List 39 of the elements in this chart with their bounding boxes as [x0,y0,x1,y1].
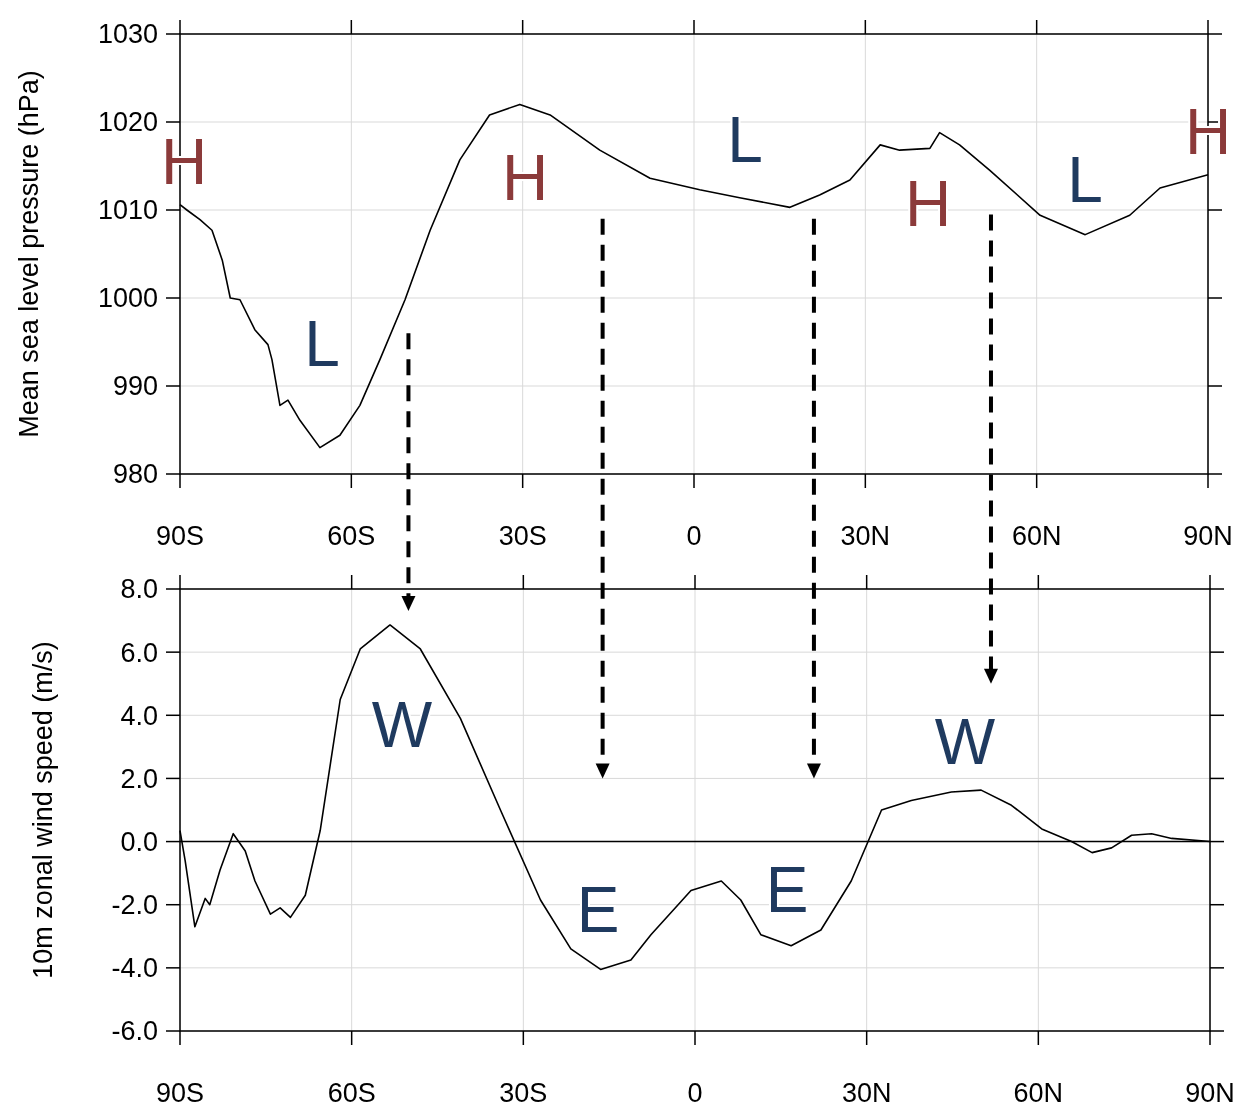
y-tick-label: 1020 [97,107,158,138]
annotation: W [934,706,996,779]
annotation: H [904,168,952,241]
y-tick-label: 6.0 [120,637,158,668]
x-tick-label: 60N [1013,1078,1064,1107]
x-tick-label: 0 [686,521,702,551]
x-tick-label: 60S [327,1078,376,1107]
x-tick-label: 30N [840,521,891,551]
y-tick-label: 1000 [97,283,158,314]
x-tick-label: 90S [155,521,205,551]
y-tick-label: 2.0 [120,763,158,794]
x-tick-label: 30S [498,521,547,551]
x-tick-label: 60N [1011,521,1062,551]
y-axis-title: 10m zonal wind speed (m/s) [28,641,58,979]
x-tick-label: 60S [327,521,376,551]
y-tick-label: -2.0 [111,890,158,921]
y-tick-label: 1010 [97,195,158,226]
x-tick-label: 90N [1183,521,1233,551]
y-tick-label: 1030 [97,19,158,50]
y-tick-label: 8.0 [120,574,158,605]
x-tick-label: 90S [155,1078,205,1107]
annotation: L [304,308,340,381]
y-axis-title: Mean sea level pressure (hPa) [14,70,44,438]
annotation: L [1067,144,1103,217]
annotation: L [727,104,763,177]
annotation: E [576,874,620,947]
x-tick-label: 30S [499,1078,548,1107]
annotation: E [765,854,809,927]
x-tick-label: 30N [841,1078,892,1107]
y-tick-label: 0.0 [120,827,158,858]
y-tick-label: 4.0 [120,700,158,731]
annotation: W [371,689,433,762]
x-tick-label: 90N [1185,1078,1235,1107]
y-tick-label: 990 [112,371,158,402]
y-tick-label: -6.0 [111,1016,158,1047]
y-tick-label: -4.0 [111,953,158,984]
annotation: H [501,142,549,215]
x-tick-label: 0 [687,1078,703,1107]
y-tick-label: 980 [112,459,158,490]
